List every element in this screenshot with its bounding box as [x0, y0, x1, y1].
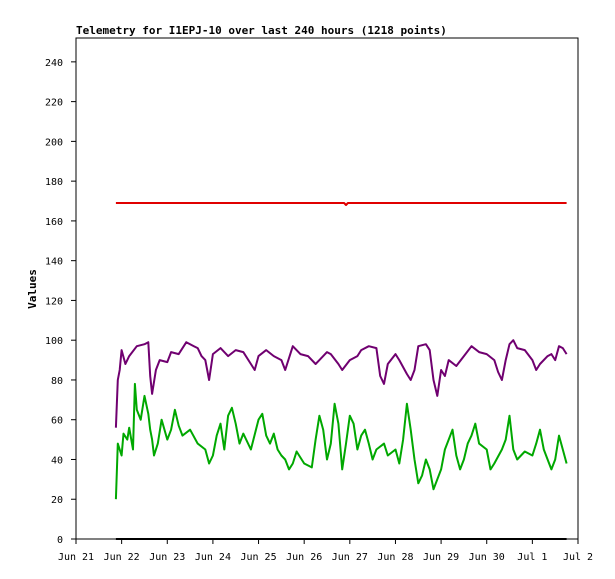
- y-tick-label: 200: [45, 137, 63, 148]
- series-line-3: [114, 382, 568, 500]
- plot-frame: [75, 37, 579, 540]
- x-tick-label: Jun 21: [58, 552, 94, 563]
- x-tick-label: Jun 25: [240, 552, 276, 563]
- y-tick-label: 80: [51, 376, 63, 387]
- chart-title: Telemetry for I1EPJ-10 over last 240 hou…: [76, 24, 447, 37]
- series-line-1: [115, 202, 567, 206]
- y-axis-label: Values: [26, 269, 39, 309]
- y-tick-label: 0: [57, 535, 63, 546]
- x-tick-label: Jun 24: [195, 552, 231, 563]
- x-tick-label: Jul 2: [563, 552, 593, 563]
- y-tick-label: 240: [45, 58, 63, 69]
- x-tick-label: Jun 28: [377, 552, 413, 563]
- y-tick-label: 140: [45, 257, 63, 268]
- y-tick-label: 40: [51, 455, 63, 466]
- x-tick-label: Jun 26: [286, 552, 322, 563]
- x-tick-label: Jun 23: [149, 552, 185, 563]
- y-tick-label: 20: [51, 495, 63, 506]
- series-layer: [114, 202, 568, 540]
- series-line-2: [114, 339, 568, 428]
- x-tick-label: Jun 29: [423, 552, 459, 563]
- x-axis: Jun 21 Jun 22 Jun 23 Jun 24 Jun 25 Jun 26 Jun …: [58, 539, 593, 563]
- y-tick-label: 180: [45, 177, 63, 188]
- y-tick-label: 220: [45, 98, 63, 109]
- x-tick-label: Jun 30: [469, 552, 505, 563]
- y-tick-label: 160: [45, 217, 63, 228]
- x-tick-label: Jul 1: [517, 552, 547, 563]
- y-tick-label: 60: [51, 416, 63, 427]
- x-tick-label: Jun 22: [104, 552, 140, 563]
- y-tick-label: 120: [45, 296, 63, 307]
- y-tick-label: 100: [45, 336, 63, 347]
- x-tick-label: Jun 27: [332, 552, 368, 563]
- y-axis: 0 20 40 60 80 100 120 140 160 180 200 220 240: [45, 58, 76, 546]
